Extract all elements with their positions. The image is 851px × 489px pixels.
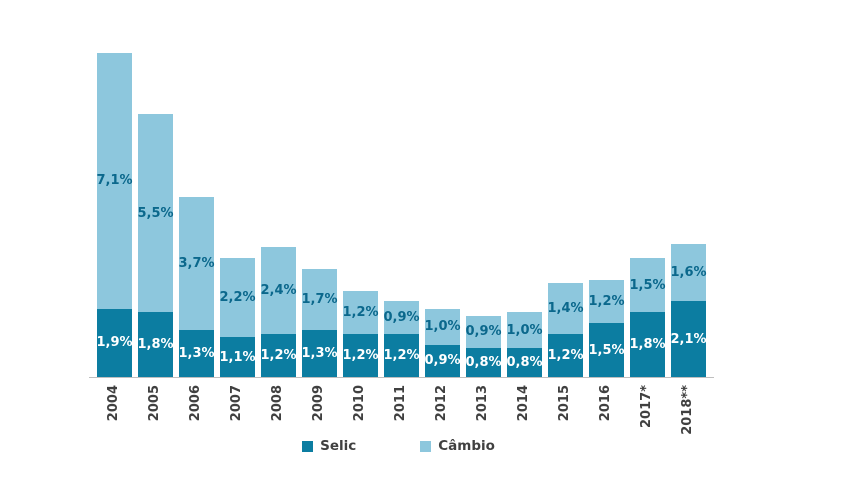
cambio-segment: 1,0% — [506, 312, 543, 349]
selic-swatch-icon — [302, 441, 314, 453]
selic-segment: 1,2% — [260, 333, 297, 377]
year-label: 2017* — [638, 385, 654, 428]
cambio-segment: 0,9% — [383, 301, 420, 334]
selic-value-label: 1,3% — [178, 346, 215, 362]
cambio-value-label: 1,2% — [342, 304, 379, 320]
legend-item-cambio: Câmbio — [420, 438, 495, 454]
year-label: 2009 — [310, 385, 326, 422]
selic-segment: 1,2% — [383, 333, 420, 377]
cambio-segment: 1,2% — [588, 279, 625, 323]
cambio-value-label: 0,9% — [383, 310, 420, 326]
selic-segment: 1,8% — [137, 312, 174, 377]
selic-value-label: 2,1% — [670, 331, 707, 347]
selic-value-label: 1,3% — [301, 346, 338, 362]
cambio-segment: 2,2% — [219, 258, 256, 338]
selic-segment: 1,3% — [178, 330, 215, 377]
cambio-segment: 2,4% — [260, 247, 297, 334]
selic-value-label: 1,1% — [219, 349, 256, 365]
selic-value-label: 1,9% — [96, 335, 133, 351]
cambio-value-label: 1,7% — [301, 292, 338, 308]
year-label: 2007 — [228, 385, 244, 422]
selic-segment: 0,8% — [506, 348, 543, 377]
cambio-segment: 1,0% — [424, 308, 461, 345]
cambio-value-label: 1,0% — [506, 322, 543, 338]
selic-segment: 0,8% — [465, 348, 502, 377]
selic-value-label: 0,8% — [506, 355, 543, 371]
cambio-value-label: 3,7% — [178, 256, 215, 272]
cambio-value-label: 1,6% — [670, 265, 707, 281]
year-label: 2004 — [105, 385, 121, 422]
cambio-segment: 1,5% — [629, 258, 666, 313]
cambio-segment: 3,7% — [178, 197, 215, 331]
year-label: 2010 — [351, 385, 367, 422]
selic-value-label: 1,2% — [342, 347, 379, 363]
selic-value-label: 1,5% — [588, 342, 625, 358]
cambio-value-label: 2,2% — [219, 290, 256, 306]
year-label: 2012 — [433, 385, 449, 422]
selic-segment: 1,2% — [342, 333, 379, 377]
selic-value-label: 0,8% — [465, 355, 502, 371]
selic-segment: 0,9% — [424, 344, 461, 377]
cambio-value-label: 0,9% — [465, 324, 502, 340]
selic-segment: 1,8% — [629, 312, 666, 377]
selic-value-label: 1,2% — [383, 347, 420, 363]
legend-label-cambio: Câmbio — [438, 438, 495, 454]
cambio-segment: 1,6% — [670, 243, 707, 302]
cambio-swatch-icon — [420, 441, 432, 453]
year-label: 2011 — [392, 385, 408, 422]
cambio-value-label: 7,1% — [96, 173, 133, 189]
selic-value-label: 1,8% — [137, 337, 174, 353]
year-label: 2018** — [679, 385, 695, 435]
cambio-segment: 1,7% — [301, 269, 338, 331]
cambio-value-label: 5,5% — [137, 205, 174, 221]
cambio-segment: 7,1% — [96, 53, 133, 309]
selic-segment: 1,9% — [96, 308, 133, 377]
selic-value-label: 1,8% — [629, 337, 666, 353]
year-label: 2015 — [556, 385, 572, 422]
cambio-value-label: 2,4% — [260, 283, 297, 299]
cambio-value-label: 1,5% — [629, 277, 666, 293]
selic-segment: 1,3% — [301, 330, 338, 377]
selic-value-label: 1,2% — [547, 347, 584, 363]
cambio-value-label: 1,0% — [424, 319, 461, 335]
selic-segment: 1,1% — [219, 337, 256, 377]
selic-segment: 2,1% — [670, 301, 707, 377]
x-axis-line — [89, 377, 714, 378]
cambio-value-label: 1,2% — [588, 293, 625, 309]
selic-value-label: 1,2% — [260, 347, 297, 363]
cambio-segment: 0,9% — [465, 315, 502, 349]
cambio-value-label: 1,4% — [547, 301, 584, 317]
year-label: 2008 — [269, 385, 285, 422]
selic-value-label: 0,9% — [424, 353, 461, 369]
year-label: 2014 — [515, 385, 531, 422]
selic-segment: 1,2% — [547, 333, 584, 377]
cambio-segment: 1,2% — [342, 290, 379, 334]
cambio-segment: 5,5% — [137, 114, 174, 313]
legend: Selic Câmbio — [0, 438, 824, 454]
cambio-segment: 1,4% — [547, 283, 584, 334]
legend-label-selic: Selic — [320, 438, 357, 454]
legend-item-selic: Selic — [302, 438, 357, 454]
year-label: 2013 — [474, 385, 490, 422]
year-label: 2005 — [146, 385, 162, 422]
year-label: 2016 — [597, 385, 613, 422]
selic-segment: 1,5% — [588, 323, 625, 377]
year-label: 2006 — [187, 385, 203, 422]
